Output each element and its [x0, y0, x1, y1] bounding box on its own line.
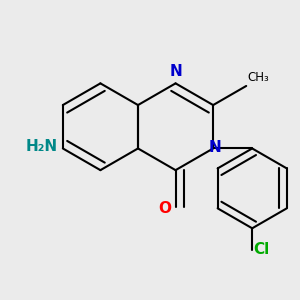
Text: N: N [208, 140, 221, 155]
Text: O: O [159, 201, 172, 216]
Text: Cl: Cl [254, 242, 270, 257]
Text: H₂N: H₂N [26, 140, 58, 154]
Text: CH₃: CH₃ [248, 71, 269, 84]
Text: N: N [169, 64, 182, 80]
